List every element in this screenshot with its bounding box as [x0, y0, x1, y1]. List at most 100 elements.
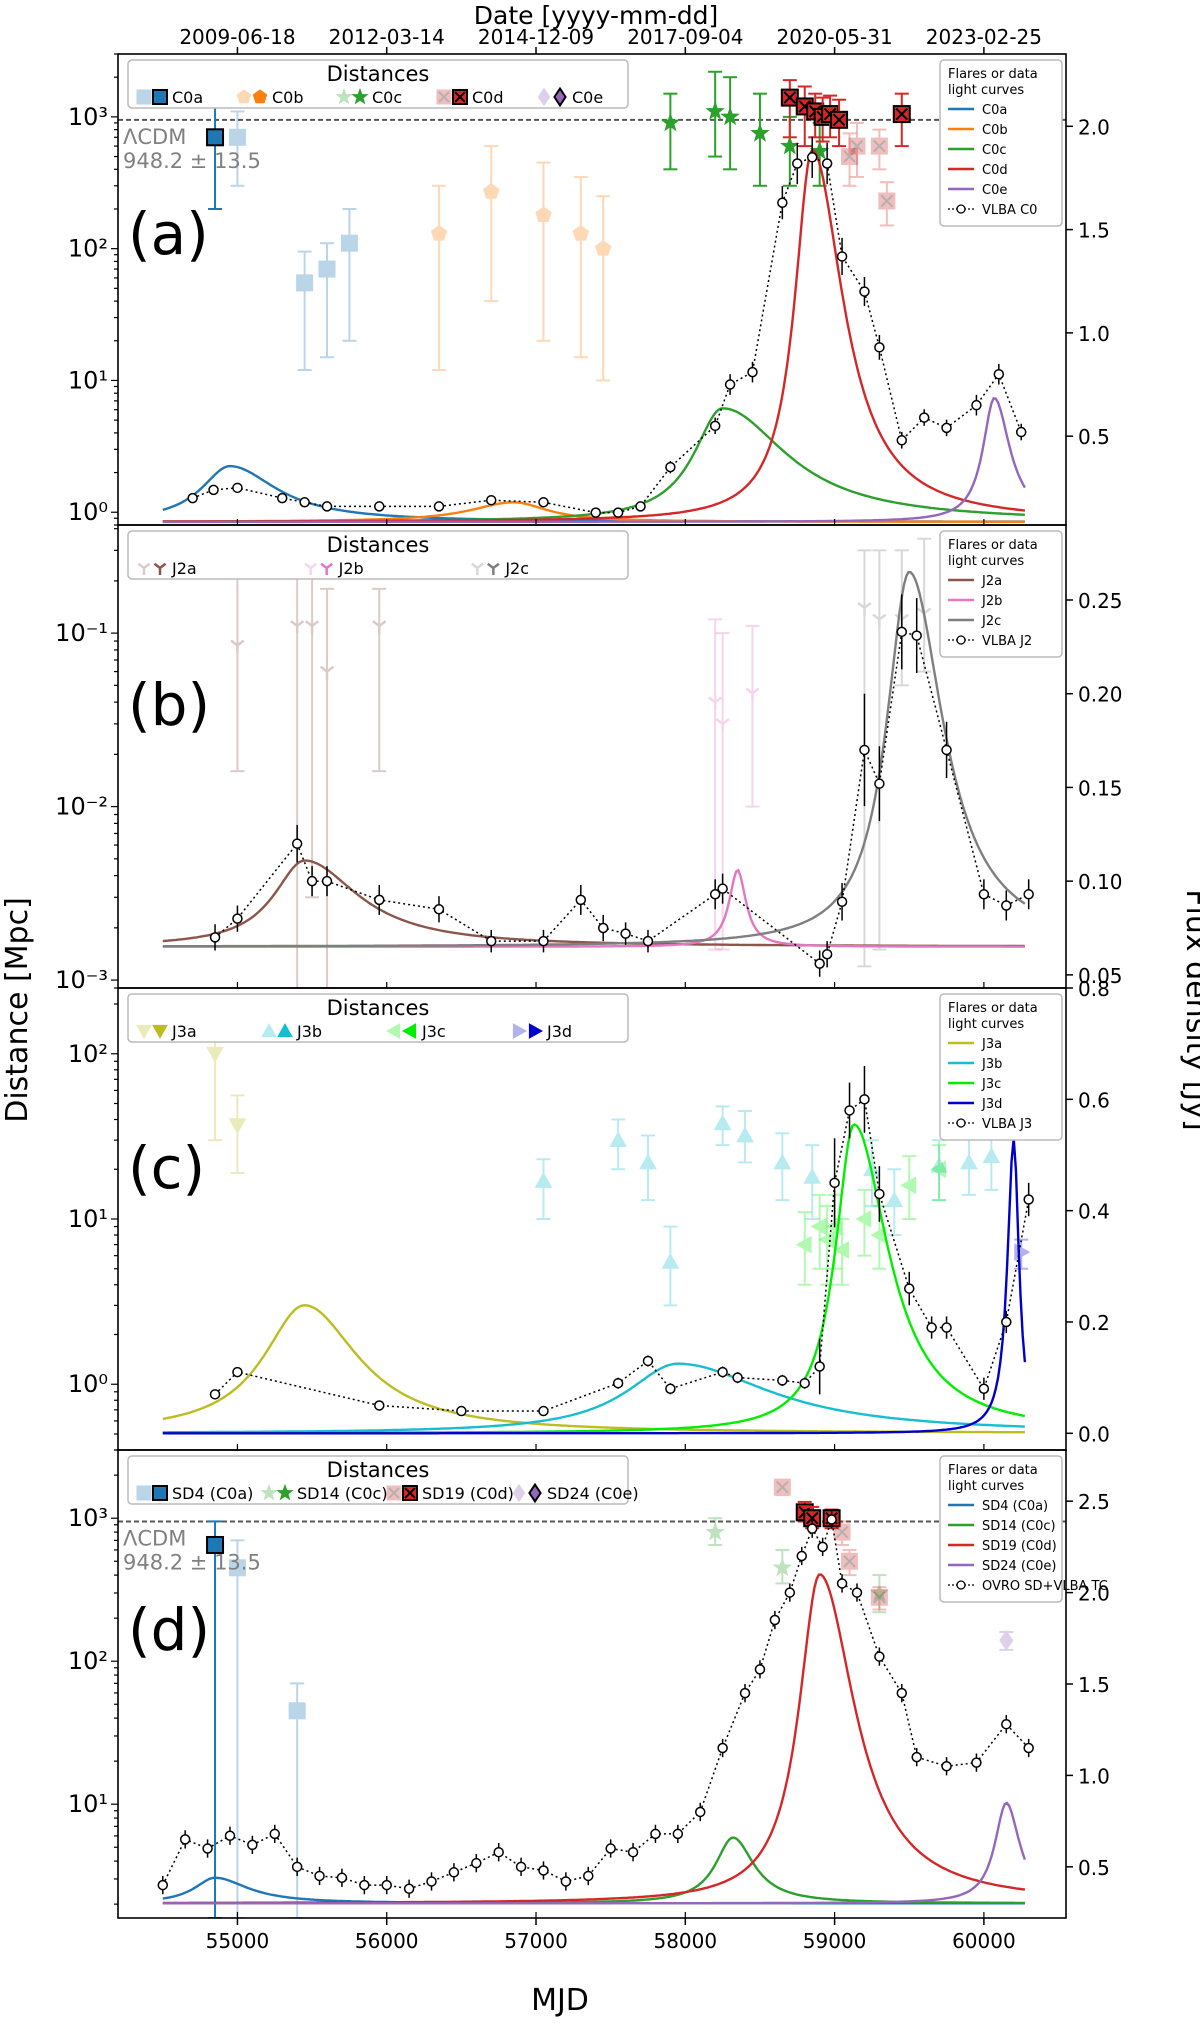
data-point	[1023, 889, 1034, 900]
data-point	[515, 1861, 527, 1873]
distance-point	[318, 242, 336, 359]
data-point	[209, 932, 221, 943]
right-tick-label: 2.0	[1078, 1582, 1110, 1606]
legend-label: C0b	[272, 88, 304, 107]
flare-curve-j2c	[162, 570, 1026, 948]
data-point	[941, 1761, 952, 1772]
data-point	[926, 1322, 937, 1333]
distance-marker	[660, 112, 681, 132]
distance-marker	[736, 1126, 754, 1143]
top-date-ticks: 2009-06-18 2012-03-14 2014-12-09 2017-09-04…	[179, 25, 1042, 54]
distance-point	[595, 195, 612, 382]
data-point	[806, 1523, 818, 1534]
flares-legend-label: J3a	[981, 1037, 1002, 1052]
data-point	[1001, 1316, 1012, 1328]
flares-legend-data-label: OVRO SD+VLBA TC	[982, 1579, 1108, 1594]
flares-legend-label: SD4 (C0a)	[982, 1499, 1048, 1514]
distance-point	[720, 76, 740, 171]
left-tick-label: 10³	[68, 103, 108, 131]
data-light-curve	[192, 156, 1022, 514]
x-tick-label: 55000	[206, 1929, 270, 1953]
distance-marker	[855, 1210, 872, 1228]
distance-point	[296, 250, 314, 372]
right-tick-label: 1.5	[1078, 1673, 1110, 1697]
distance-marker	[290, 620, 305, 634]
distance-marker	[869, 1582, 890, 1602]
legend-marker-faded	[537, 87, 551, 107]
left-tick-label: 10¹	[68, 366, 108, 394]
legend-marker	[320, 562, 334, 575]
data-point	[612, 1377, 624, 1389]
distance-marker	[795, 1235, 812, 1254]
left-tick-label: 10⁰	[68, 498, 108, 526]
distance-point	[900, 1155, 917, 1220]
flares-legend-box	[939, 530, 1063, 658]
data-point	[187, 492, 198, 504]
data-point	[814, 958, 825, 969]
data-point	[709, 889, 721, 900]
y-axis-label-left: Distance [Mpc]	[0, 897, 35, 1123]
legend-label: J2b	[338, 559, 364, 578]
data-point	[306, 875, 318, 887]
legend-marker	[276, 1483, 294, 1501]
flares-legend-data-marker	[956, 1118, 966, 1128]
distance-marker	[609, 1131, 627, 1148]
distance-marker	[833, 1523, 851, 1541]
right-tick-label: 0.05	[1078, 964, 1123, 988]
flares-legend-box	[939, 59, 1063, 227]
data-point	[799, 1377, 810, 1389]
right-tick-label: 0.5	[1078, 1856, 1110, 1880]
data-point	[836, 896, 848, 908]
distance-point	[372, 587, 387, 773]
data-point	[792, 158, 803, 169]
distance-marker	[830, 110, 849, 129]
distance-marker	[230, 639, 245, 654]
right-tick-label: 0.15	[1078, 776, 1123, 800]
data-point	[836, 251, 848, 262]
panel-label: (c)	[128, 1134, 205, 1202]
data-point	[941, 744, 952, 756]
flares-legend-title: Flares or data	[948, 1001, 1038, 1016]
right-tick-label: 0.5	[1078, 425, 1110, 449]
data-point	[826, 1514, 837, 1525]
panel-label: (b)	[128, 671, 210, 739]
distance-marker	[318, 260, 336, 278]
data-point	[717, 1366, 728, 1378]
flares-legend-data-marker	[956, 635, 966, 645]
legend-label: SD24 (C0e)	[547, 1484, 639, 1503]
data-point	[874, 1188, 885, 1200]
legend-box	[127, 1455, 629, 1505]
data-point	[903, 1283, 915, 1294]
legend-marker	[528, 1023, 544, 1039]
legend-marker-faded	[512, 1483, 526, 1503]
legend-box	[127, 530, 629, 580]
right-tick-label: 0.10	[1078, 870, 1123, 894]
distance-point	[660, 92, 681, 171]
data-point	[635, 501, 646, 512]
right-tick-label: 0.20	[1078, 683, 1123, 707]
data-point	[918, 412, 930, 423]
data-point	[597, 922, 609, 934]
distance-marker	[780, 88, 799, 107]
data-point	[911, 630, 922, 641]
data-point	[829, 1177, 840, 1189]
data-point	[642, 935, 654, 947]
data-point	[605, 1843, 616, 1854]
data-point	[374, 1400, 385, 1411]
data-point	[971, 399, 982, 411]
distance-point	[535, 161, 552, 342]
distance-marker	[857, 601, 872, 616]
legend-title: Distances	[327, 1458, 430, 1482]
distance-marker	[750, 123, 770, 142]
legend-marker	[402, 1485, 418, 1501]
legend-label: J3a	[171, 1022, 197, 1041]
flares-legend-title: Flares or data	[948, 1463, 1038, 1478]
data-point	[247, 1839, 258, 1851]
distances-legend: Distances J2a J2b J2c	[127, 530, 629, 580]
distances-legend: Distances C0a C0b C0c C0d C0e	[127, 59, 629, 109]
flares-legend-label: C0b	[982, 123, 1008, 138]
distance-marker	[483, 183, 500, 199]
data-point	[665, 461, 676, 473]
